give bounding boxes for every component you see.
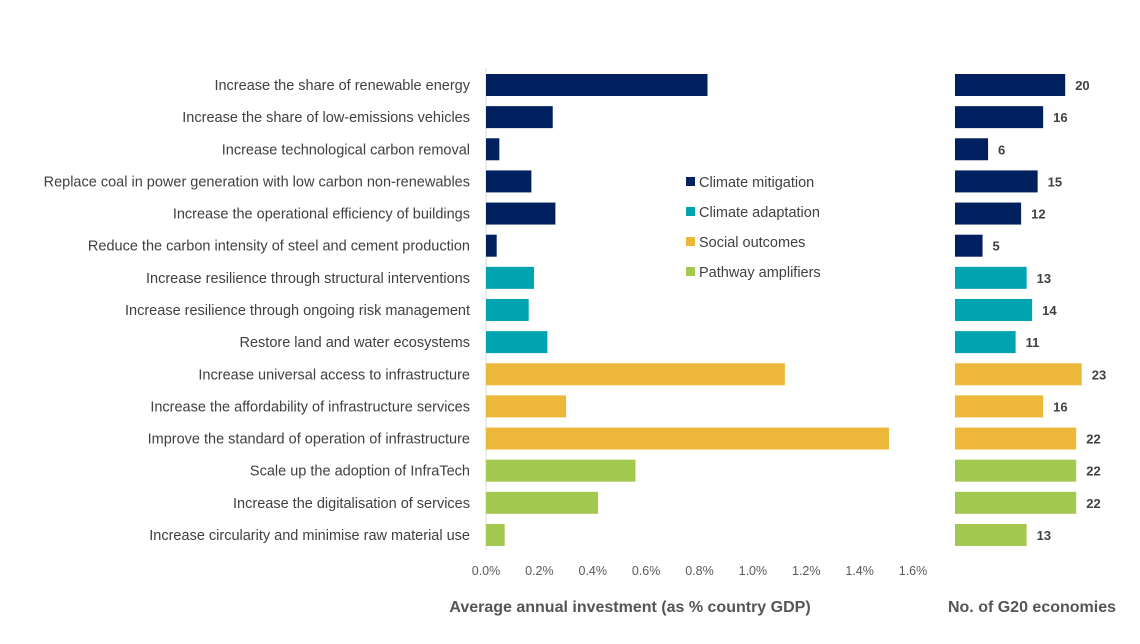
economies-data-label: 6 bbox=[998, 142, 1005, 157]
investment-bar bbox=[486, 523, 505, 546]
category-label: Increase the digitalisation of services bbox=[233, 496, 470, 512]
economies-bar bbox=[955, 202, 1022, 225]
investment-bar bbox=[486, 234, 497, 257]
economies-bar bbox=[955, 331, 1016, 354]
investment-bar bbox=[486, 266, 535, 289]
category-label: Increase the operational efficiency of b… bbox=[173, 207, 470, 223]
economies-bar bbox=[955, 427, 1077, 450]
x-tick-label: 1.0% bbox=[739, 564, 768, 578]
economies-bar bbox=[955, 170, 1038, 193]
economies-data-label: 12 bbox=[1031, 207, 1045, 222]
economies-bar bbox=[955, 74, 1066, 96]
economies-data-label: 14 bbox=[1042, 303, 1057, 318]
investment-bar bbox=[486, 74, 708, 96]
economies-data-label: 5 bbox=[993, 239, 1000, 254]
category-label: Scale up the adoption of InfraTech bbox=[250, 464, 470, 480]
category-label: Improve the standard of operation of inf… bbox=[148, 432, 470, 448]
economies-data-label: 20 bbox=[1075, 78, 1089, 93]
investment-bar bbox=[486, 363, 785, 386]
x-tick-label: 1.2% bbox=[792, 564, 821, 578]
investment-chart: Increase the share of renewable energy In… bbox=[44, 68, 928, 578]
economies-data-label: 16 bbox=[1053, 110, 1067, 125]
economies-bar bbox=[955, 491, 1077, 514]
x-tick-label: 0.6% bbox=[632, 564, 661, 578]
category-label: Increase universal access to infrastruct… bbox=[198, 367, 470, 383]
economies-data-label: 13 bbox=[1037, 271, 1051, 286]
category-label: Increase the share of renewable energy bbox=[214, 78, 470, 94]
left-axis-label: Average annual investment (as % country … bbox=[449, 599, 810, 616]
economies-chart: 20 16 6 15 12 5 13 14 11 23 16 22 22 22 13 bbox=[955, 74, 1106, 546]
legend-label: Social outcomes bbox=[699, 235, 805, 251]
x-tick-label: 0.4% bbox=[579, 564, 608, 578]
right-axis-label: No. of G20 economies bbox=[948, 599, 1116, 616]
investment-bar bbox=[486, 138, 500, 161]
category-label: Increase the affordability of infrastruc… bbox=[150, 399, 470, 415]
legend: Climate mitigation Climate adaptation Soci… bbox=[686, 175, 821, 281]
category-label: Restore land and water ecosystems bbox=[240, 335, 471, 351]
economies-data-label: 11 bbox=[1026, 335, 1040, 350]
legend-swatch bbox=[686, 207, 695, 216]
category-label: Replace coal in power generation with lo… bbox=[44, 174, 470, 190]
investment-bar bbox=[486, 106, 553, 129]
x-tick-label: 0.0% bbox=[472, 564, 501, 578]
category-label: Increase resilience through structural i… bbox=[146, 271, 470, 287]
economies-bar bbox=[955, 106, 1044, 129]
economies-data-label: 23 bbox=[1092, 367, 1106, 382]
legend-label: Climate mitigation bbox=[699, 175, 814, 191]
x-tick-label: 1.4% bbox=[845, 564, 874, 578]
category-label: Increase resilience through ongoing risk… bbox=[125, 303, 470, 319]
economies-bar bbox=[955, 298, 1033, 321]
legend-label: Pathway amplifiers bbox=[699, 265, 821, 281]
category-label: Increase circularity and minimise raw ma… bbox=[149, 528, 470, 544]
category-label: Reduce the carbon intensity of steel and… bbox=[88, 239, 470, 255]
investment-bar bbox=[486, 170, 532, 193]
economies-bar bbox=[955, 523, 1027, 546]
investment-bar bbox=[486, 331, 548, 354]
economies-data-label: 16 bbox=[1053, 399, 1067, 414]
legend-swatch bbox=[686, 177, 695, 186]
economies-data-label: 13 bbox=[1037, 528, 1051, 543]
economies-bar bbox=[955, 138, 989, 161]
economies-data-label: 15 bbox=[1048, 174, 1062, 189]
investment-bar bbox=[486, 395, 567, 418]
economies-bar bbox=[955, 234, 983, 257]
investment-bar bbox=[486, 298, 529, 321]
investment-bar bbox=[486, 459, 636, 482]
legend-swatch bbox=[686, 267, 695, 276]
investment-bar bbox=[486, 202, 556, 225]
investment-bar bbox=[486, 491, 599, 514]
economies-data-label: 22 bbox=[1086, 432, 1100, 447]
economies-data-label: 22 bbox=[1086, 496, 1100, 511]
economies-bar bbox=[955, 266, 1027, 289]
legend-swatch bbox=[686, 237, 695, 246]
x-tick-label: 0.8% bbox=[685, 564, 714, 578]
economies-bar bbox=[955, 459, 1077, 482]
economies-data-label: 22 bbox=[1086, 464, 1100, 479]
x-tick-label: 0.2% bbox=[525, 564, 554, 578]
category-label: Increase the share of low-emissions vehi… bbox=[182, 110, 470, 126]
economies-bar bbox=[955, 363, 1082, 386]
category-label: Increase technological carbon removal bbox=[222, 142, 470, 158]
legend-label: Climate adaptation bbox=[699, 205, 820, 221]
economies-bar bbox=[955, 395, 1044, 418]
x-tick-label: 1.6% bbox=[899, 564, 928, 578]
investment-bar bbox=[486, 427, 889, 450]
